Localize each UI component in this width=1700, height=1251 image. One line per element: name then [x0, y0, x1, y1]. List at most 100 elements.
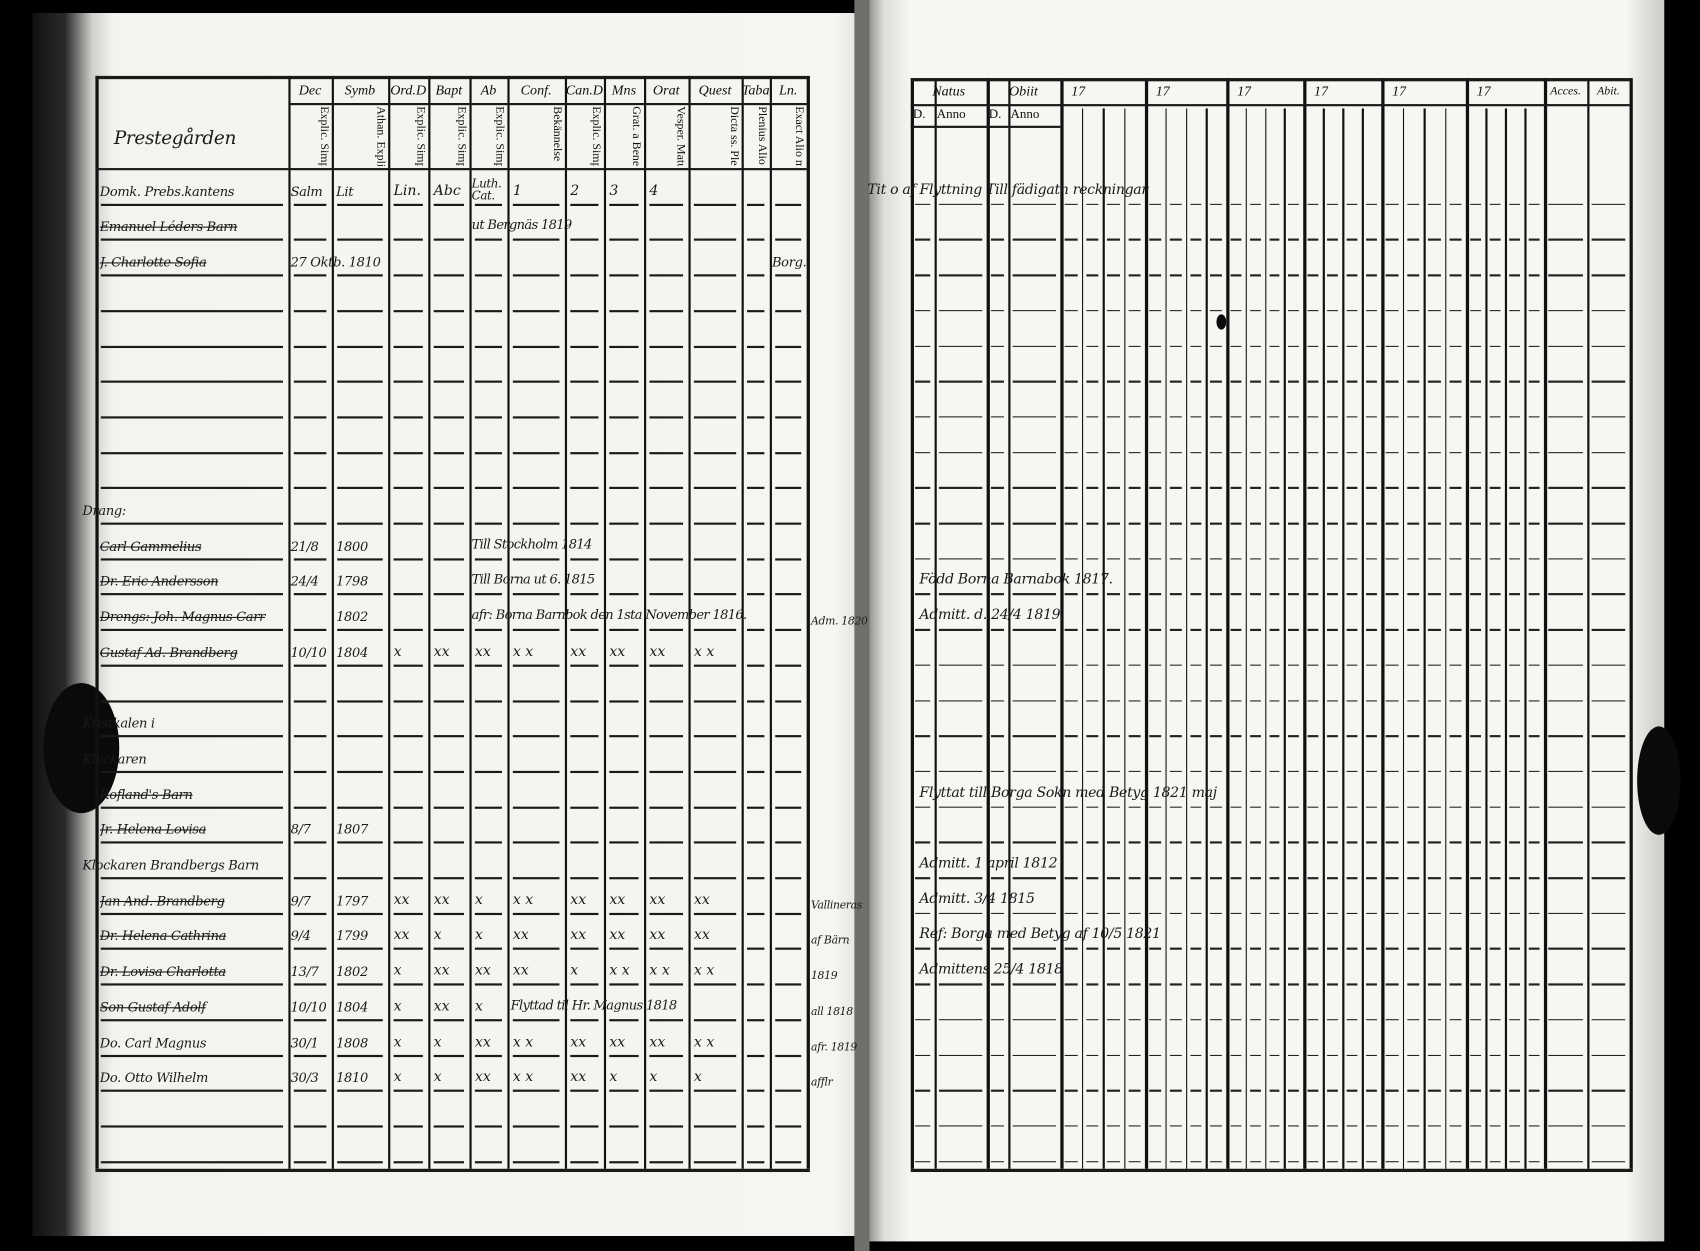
row-rule — [1385, 735, 1399, 737]
row-rule — [747, 203, 765, 206]
register-note: Ref: Borga med Betyg af 10/5 1821 — [919, 926, 1161, 943]
margin-note: afr. 1819 — [810, 1041, 858, 1054]
row-rule — [1307, 1089, 1319, 1092]
row-rule — [474, 1125, 502, 1128]
row-rule — [1288, 806, 1299, 808]
row-rule — [1366, 309, 1377, 312]
row-rule — [1509, 841, 1521, 844]
row-rule — [1470, 203, 1482, 206]
row-rule — [1189, 487, 1202, 489]
row-rule — [1327, 948, 1338, 950]
column-rule — [1008, 78, 1011, 1169]
row-rule — [1085, 806, 1099, 808]
row-rule — [775, 877, 802, 880]
row-rule — [1288, 203, 1299, 206]
row-rule — [1230, 770, 1242, 773]
row-rule — [1085, 309, 1099, 312]
row-rule — [1406, 948, 1420, 950]
person-name: Dr. Lovisa Charlotta — [99, 963, 226, 980]
row-rule — [1385, 912, 1399, 915]
row-rule — [1528, 770, 1540, 773]
row-rule — [1249, 203, 1261, 206]
row-rule — [1427, 628, 1441, 631]
row-rule — [1189, 699, 1202, 702]
date-subheader: Anno — [936, 106, 966, 122]
row-rule — [1591, 1054, 1626, 1057]
row-rule — [337, 1054, 383, 1057]
exam-mark: x x — [693, 962, 715, 980]
row-rule — [693, 593, 737, 596]
header-rule — [288, 102, 807, 106]
row-rule — [1591, 877, 1626, 879]
row-rule — [1149, 983, 1161, 986]
row-rule — [1230, 416, 1242, 418]
register-note: ut Bergnäs 1819 — [471, 217, 573, 233]
row-rule — [1528, 628, 1540, 631]
row-rule — [1128, 558, 1141, 560]
row-rule — [1249, 416, 1261, 418]
row-rule — [1528, 912, 1540, 915]
row-rule — [1230, 1089, 1242, 1092]
row-rule — [1269, 203, 1280, 206]
row-rule — [1249, 770, 1261, 773]
date-subheader: Anno — [1010, 106, 1040, 122]
row-rule — [1230, 1018, 1242, 1021]
column-subheader: Explic. Simpl. — [589, 106, 602, 166]
margin-note: 1819 — [810, 970, 838, 983]
row-rule — [1106, 309, 1120, 312]
row-rule — [1528, 309, 1540, 312]
row-rule — [293, 487, 327, 490]
row-rule — [1189, 345, 1202, 347]
row-rule — [938, 593, 983, 596]
row-rule — [938, 345, 983, 347]
row-rule — [393, 1089, 423, 1092]
row-rule — [570, 912, 599, 915]
row-rule — [474, 1160, 502, 1163]
row-rule — [1449, 451, 1462, 454]
row-rule — [512, 948, 560, 951]
row-rule — [1385, 877, 1399, 879]
row-rule — [915, 699, 931, 702]
row-rule — [337, 487, 383, 490]
exam-mark: xx — [393, 891, 410, 909]
exam-mark: xx — [474, 643, 491, 661]
exam-mark: xx — [474, 1033, 491, 1051]
row-rule — [570, 841, 599, 844]
row-rule — [1169, 628, 1182, 631]
row-rule — [100, 1054, 283, 1057]
register-note: Flyttad til Hr. Magnus 1818 — [510, 997, 677, 1013]
exam-mark: xx — [570, 643, 587, 661]
row-rule — [1128, 1160, 1141, 1163]
row-rule — [1169, 487, 1182, 489]
row-rule — [649, 203, 684, 206]
row-rule — [693, 238, 737, 242]
row-rule — [100, 628, 283, 632]
row-rule — [512, 416, 560, 419]
row-rule — [1128, 593, 1141, 596]
row-rule — [693, 274, 737, 277]
row-rule — [915, 806, 931, 808]
row-rule — [938, 948, 983, 950]
row-rule — [1210, 806, 1222, 808]
row-rule — [1591, 983, 1626, 986]
row-rule — [1249, 983, 1261, 986]
row-rule — [393, 274, 423, 277]
row-rule — [1489, 593, 1501, 596]
row-rule — [1346, 628, 1358, 631]
row-rule — [1149, 593, 1161, 596]
row-rule — [1012, 1125, 1057, 1127]
row-rule — [649, 1125, 684, 1128]
row-rule — [1406, 309, 1420, 312]
row-rule — [570, 699, 599, 703]
row-rule — [1366, 558, 1377, 560]
row-rule — [474, 203, 502, 206]
row-rule — [1406, 451, 1420, 454]
row-rule — [1406, 983, 1420, 986]
row-rule — [1106, 948, 1120, 950]
row-rule — [1269, 451, 1280, 454]
row-rule — [570, 593, 599, 596]
row-rule — [1307, 416, 1319, 418]
row-rule — [1406, 841, 1420, 844]
row-rule — [1189, 522, 1202, 525]
row-rule — [293, 203, 327, 206]
